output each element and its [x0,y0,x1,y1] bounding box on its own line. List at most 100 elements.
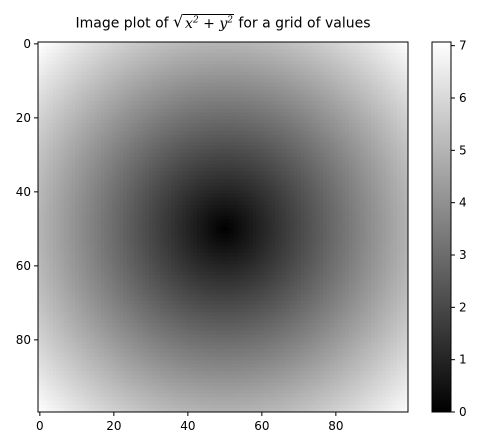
heatmap-cell [211,64,216,69]
heatmap-cell [263,153,268,158]
heatmap-cell [100,208,105,213]
heatmap-cell [278,193,283,198]
heatmap-cell [186,45,191,50]
heatmap-cell [300,208,305,213]
heatmap-cell [378,123,383,128]
heatmap-cell [89,219,94,224]
heatmap-cell [56,116,61,121]
heatmap-cell [167,219,172,224]
heatmap-cell [267,175,272,180]
heatmap-cell [241,45,246,50]
heatmap-cell [134,56,139,61]
heatmap-cell [75,186,80,191]
heatmap-cell [285,123,290,128]
heatmap-cell [393,119,398,124]
heatmap-cell [400,171,405,176]
heatmap-cell [278,145,283,150]
heatmap-cell [367,116,372,121]
heatmap-cell [134,219,139,224]
heatmap-cell [141,141,146,146]
heatmap-cell [219,145,224,150]
heatmap-cell [297,208,302,213]
heatmap-cell [41,82,46,87]
heatmap-cell [123,119,128,124]
heatmap-cell [156,112,161,117]
heatmap-cell [156,104,161,109]
heatmap-cell [41,223,46,228]
heatmap-cell [160,197,165,202]
heatmap-cell [319,127,324,132]
heatmap-cell [293,223,298,228]
heatmap-cell [141,208,146,213]
heatmap-cell [230,64,235,69]
heatmap-cell [393,190,398,195]
heatmap-cell [119,134,124,139]
heatmap-cell [60,134,65,139]
heatmap-cell [274,182,279,187]
heatmap-cell [174,149,179,154]
heatmap-cell [356,193,361,198]
heatmap-cell [341,145,346,150]
heatmap-cell [263,123,268,128]
heatmap-cell [215,215,220,220]
heatmap-cell [204,123,209,128]
heatmap-cell [160,97,165,102]
heatmap-cell [145,175,150,180]
heatmap-cell [245,212,250,217]
heatmap-cell [156,156,161,161]
heatmap-cell [93,219,98,224]
heatmap-cell [293,53,298,58]
heatmap-cell [149,45,154,50]
heatmap-cell [45,149,50,154]
heatmap-cell [134,201,139,206]
heatmap-cell [263,204,268,209]
heatmap-cell [322,82,327,87]
heatmap-cell [219,164,224,169]
heatmap-cell [126,97,131,102]
heatmap-cell [52,141,57,146]
heatmap-cell [52,116,57,121]
heatmap-cell [178,141,183,146]
heatmap-cell [374,45,379,50]
heatmap-cell [371,45,376,50]
heatmap-cell [289,64,294,69]
heatmap-cell [237,93,242,98]
heatmap-cell [126,67,131,72]
heatmap-cell [186,223,191,228]
heatmap-cell [363,182,368,187]
heatmap-cell [393,171,398,176]
heatmap-cell [182,219,187,224]
heatmap-cell [311,71,316,76]
heatmap-cell [293,138,298,143]
heatmap-cell [145,112,150,117]
heatmap-cell [49,49,54,54]
heatmap-cell [297,186,302,191]
heatmap-cell [293,171,298,176]
heatmap-cell [293,108,298,113]
heatmap-cell [123,127,128,132]
heatmap-cell [186,164,191,169]
heatmap-cell [38,123,43,128]
heatmap-cell [63,97,68,102]
heatmap-cell [126,123,131,128]
heatmap-cell [404,56,409,61]
heatmap-cell [82,82,87,87]
heatmap-cell [396,138,401,143]
heatmap-cell [234,134,239,139]
heatmap-cell [278,82,283,87]
heatmap-cell [304,171,309,176]
heatmap-cell [263,60,268,65]
heatmap-cell [223,108,228,113]
heatmap-cell [345,119,350,124]
heatmap-cell [326,208,331,213]
heatmap-cell [226,190,231,195]
heatmap-cell [49,149,54,154]
heatmap-cell [137,197,142,202]
heatmap-cell [167,49,172,54]
heatmap-cell [400,204,405,209]
heatmap-cell [248,186,253,191]
heatmap-cell [60,49,65,54]
heatmap-cell [359,193,364,198]
heatmap-cell [322,156,327,161]
heatmap-cell [156,160,161,165]
